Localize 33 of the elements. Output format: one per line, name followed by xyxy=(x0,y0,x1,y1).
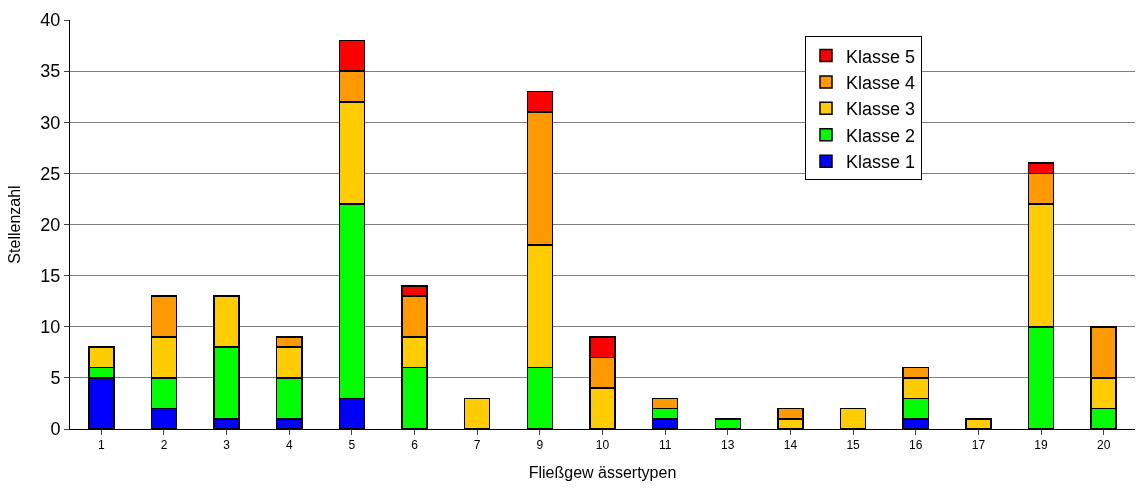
y-tick-label: 5 xyxy=(50,368,61,389)
x-tick-label: 1 xyxy=(97,438,105,453)
x-tick-label: 16 xyxy=(909,438,923,453)
y-tick-label: 0 xyxy=(50,419,61,440)
x-tick-label: 3 xyxy=(223,438,231,453)
y-tick-label: 10 xyxy=(40,317,61,338)
legend-label: Klasse 1 xyxy=(846,152,916,173)
x-tick-label: 10 xyxy=(595,438,610,453)
x-tick-label: 17 xyxy=(971,438,986,453)
x-tick-label: 11 xyxy=(658,438,672,453)
x-tick-label: 19 xyxy=(1034,438,1049,453)
x-tick-label: 9 xyxy=(536,438,544,453)
y-tick-label: 35 xyxy=(40,61,61,82)
x-tick-label: 5 xyxy=(348,438,356,453)
y-tick-label: 30 xyxy=(40,112,61,133)
x-tick-label: 4 xyxy=(285,438,293,453)
legend-label: Klasse 4 xyxy=(846,72,916,93)
x-axis-title: Fließgew ässertypen xyxy=(528,464,677,482)
x-tick-label: 20 xyxy=(1097,438,1111,453)
y-tick-label: 25 xyxy=(40,163,61,184)
y-axis-title: Stellenzahl xyxy=(6,185,24,264)
x-tick-label: 6 xyxy=(411,438,419,453)
x-tick-label: 14 xyxy=(783,438,798,453)
y-tick-label: 20 xyxy=(40,214,61,235)
legend-label: Klasse 3 xyxy=(846,99,916,120)
y-tick-label: 40 xyxy=(40,10,61,31)
y-tick-label: 15 xyxy=(40,265,61,286)
legend-label: Klasse 2 xyxy=(846,125,916,146)
x-tick-label: 15 xyxy=(846,438,861,453)
x-tick-label: 13 xyxy=(721,438,735,453)
legend-label: Klasse 5 xyxy=(846,46,916,67)
x-tick-label: 2 xyxy=(160,438,168,453)
x-tick-label: 7 xyxy=(473,438,481,453)
